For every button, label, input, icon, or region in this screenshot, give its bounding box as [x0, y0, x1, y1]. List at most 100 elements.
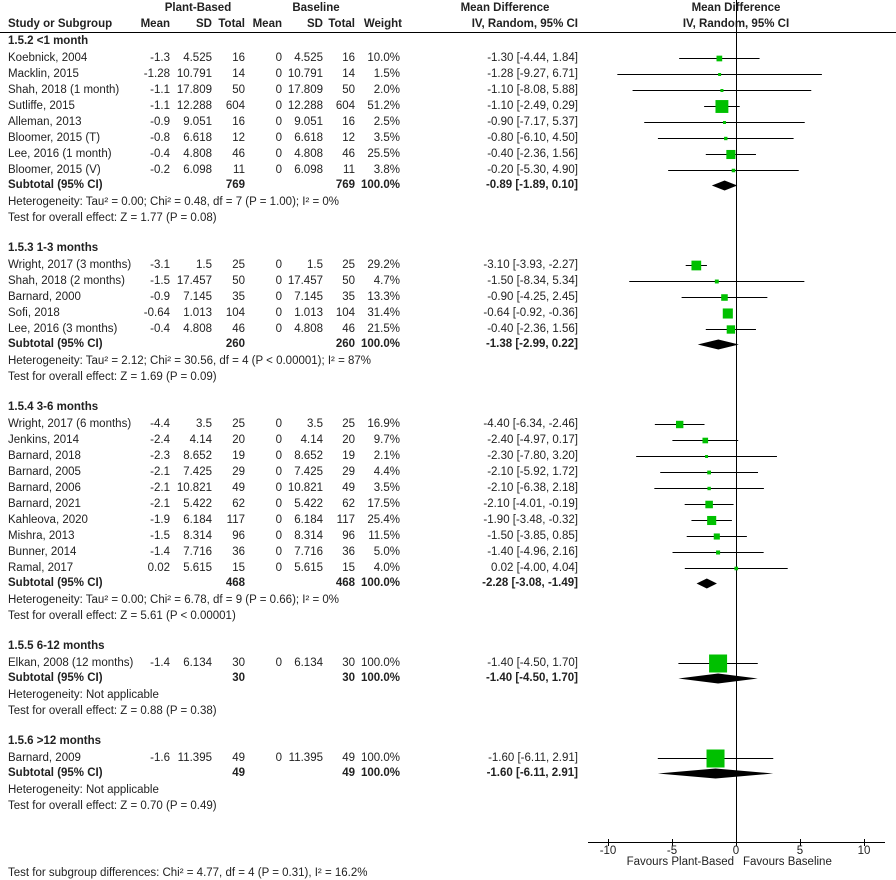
- study-name: Jenkins, 2014: [8, 434, 79, 446]
- study-total1: 96: [232, 530, 245, 542]
- study-sd2: 6.098: [294, 164, 323, 176]
- study-total2: 12: [342, 132, 355, 144]
- study-total1: 62: [232, 498, 245, 510]
- study-weight-square: [724, 136, 728, 141]
- study-mean2: 0: [275, 418, 282, 430]
- study-total2: 62: [342, 498, 355, 510]
- sd2-header: SD: [307, 18, 323, 30]
- study-mean2: 0: [275, 514, 282, 526]
- study-total1: 16: [232, 116, 245, 128]
- heterogeneity-text: Heterogeneity: Not applicable: [8, 784, 159, 796]
- study-sd1: 5.422: [183, 498, 212, 510]
- study-weight: 3.5%: [373, 132, 400, 144]
- subtotal-weight: 100.0%: [360, 577, 400, 589]
- study-sd2: 7.716: [294, 546, 323, 558]
- study-mean1: -3.1: [150, 259, 170, 271]
- study-mean2: 0: [275, 752, 282, 764]
- heterogeneity-text: Heterogeneity: Not applicable: [8, 689, 159, 701]
- study-sd1: 8.652: [183, 450, 212, 462]
- study-weight-square: [720, 89, 724, 92]
- study-sd2: 8.652: [294, 450, 323, 462]
- study-total1: 50: [232, 84, 245, 96]
- favours-right-label: Favours Baseline: [743, 856, 832, 868]
- subtotal-total2: 260: [335, 338, 355, 350]
- study-sd1: 4.14: [189, 434, 212, 446]
- study-total1: 25: [232, 259, 245, 271]
- study-mean2: 0: [275, 259, 282, 271]
- study-sd2: 5.422: [294, 498, 323, 510]
- study-total2: 46: [342, 148, 355, 160]
- study-name: Macklin, 2015: [8, 68, 79, 80]
- study-weight-square: [702, 437, 709, 444]
- study-mean2: 0: [275, 52, 282, 64]
- study-mean1: -0.9: [150, 116, 170, 128]
- study-total2: 15: [342, 562, 355, 574]
- subtotal-weight: 100.0%: [360, 338, 400, 350]
- study-effect-ci: -4.40 [-6.34, -2.46]: [483, 418, 578, 430]
- subtotal-label: Subtotal (95% CI): [8, 767, 103, 779]
- subtotal-diamond: [678, 673, 758, 684]
- study-total2: 35: [342, 291, 355, 303]
- study-effect-ci: -0.20 [-5.30, 4.90]: [487, 164, 578, 176]
- study-mean1: -0.2: [150, 164, 170, 176]
- study-sd2: 4.525: [294, 52, 323, 64]
- study-total2: 25: [342, 418, 355, 430]
- overall-effect-text: Test for overall effect: Z = 0.88 (P = 0…: [8, 705, 217, 717]
- study-mean1: -0.4: [150, 148, 170, 160]
- study-total1: 35: [232, 291, 245, 303]
- study-mean2: 0: [275, 148, 282, 160]
- study-weight: 10.0%: [367, 52, 400, 64]
- mean2-header: Mean: [252, 18, 282, 30]
- study-name: Sutliffe, 2015: [8, 100, 75, 112]
- study-effect-ci: -1.30 [-4.44, 1.84]: [487, 52, 578, 64]
- subgroup-heading: 1.5.4 3-6 months: [8, 401, 99, 413]
- effect-title-header: Mean Difference: [460, 2, 550, 14]
- study-total1: 16: [232, 52, 245, 64]
- study-weight-square: [675, 420, 684, 429]
- subtotal-label: Subtotal (95% CI): [8, 179, 103, 191]
- study-effect-ci: -0.40 [-2.36, 1.56]: [487, 148, 578, 160]
- study-mean1: -2.4: [150, 434, 170, 446]
- subtotal-total1: 30: [232, 672, 245, 684]
- study-mean1: -4.4: [150, 418, 170, 430]
- study-weight: 3.8%: [373, 164, 400, 176]
- study-sd1: 6.098: [183, 164, 212, 176]
- study-name: Barnard, 2005: [8, 466, 81, 478]
- study-weight: 4.0%: [373, 562, 400, 574]
- study-effect-ci: -1.90 [-3.48, -0.32]: [483, 514, 578, 526]
- study-sd2: 6.618: [294, 132, 323, 144]
- study-mean2: 0: [275, 546, 282, 558]
- study-total1: 14: [232, 68, 245, 80]
- subgroup-heading: 1.5.6 >12 months: [8, 735, 101, 747]
- study-weight-square: [707, 515, 717, 526]
- study-sd1: 7.145: [183, 291, 212, 303]
- study-weight-square: [714, 279, 719, 284]
- study-weight: 16.9%: [367, 418, 400, 430]
- study-name: Bloomer, 2015 (T): [8, 132, 101, 144]
- study-name: Koebnick, 2004: [8, 52, 88, 64]
- study-weight: 29.2%: [367, 259, 400, 271]
- study-sd2: 7.425: [294, 466, 323, 478]
- subtotal-label: Subtotal (95% CI): [8, 672, 103, 684]
- study-weight: 1.5%: [373, 68, 400, 80]
- study-mean2: 0: [275, 466, 282, 478]
- study-weight: 31.4%: [367, 307, 400, 319]
- study-mean1: -1.9: [150, 514, 170, 526]
- study-mean1: -2.3: [150, 450, 170, 462]
- subtotal-diamond: [657, 768, 774, 779]
- subtotal-ci: -0.89 [-1.89, 0.10]: [485, 179, 578, 191]
- study-sd2: 17.809: [287, 84, 323, 96]
- subgroup-heading: 1.5.2 <1 month: [8, 35, 89, 47]
- subgroup-differences-text: Test for subgroup differences: Chi² = 4.…: [8, 867, 368, 879]
- subtotal-label: Subtotal (95% CI): [8, 577, 103, 589]
- study-effect-ci: -2.40 [-4.97, 0.17]: [487, 434, 578, 446]
- study-effect-ci: -1.10 [-8.08, 5.88]: [487, 84, 578, 96]
- study-column-header: Study or Subgroup: [8, 18, 113, 30]
- overall-effect-text: Test for overall effect: Z = 1.77 (P = 0…: [8, 212, 217, 224]
- study-sd2: 12.288: [287, 100, 323, 112]
- study-sd1: 8.314: [183, 530, 212, 542]
- study-weight-square: [718, 73, 722, 76]
- study-weight-square: [707, 470, 712, 475]
- study-mean1: -2.1: [150, 482, 170, 494]
- subtotal-diamond: [711, 180, 738, 191]
